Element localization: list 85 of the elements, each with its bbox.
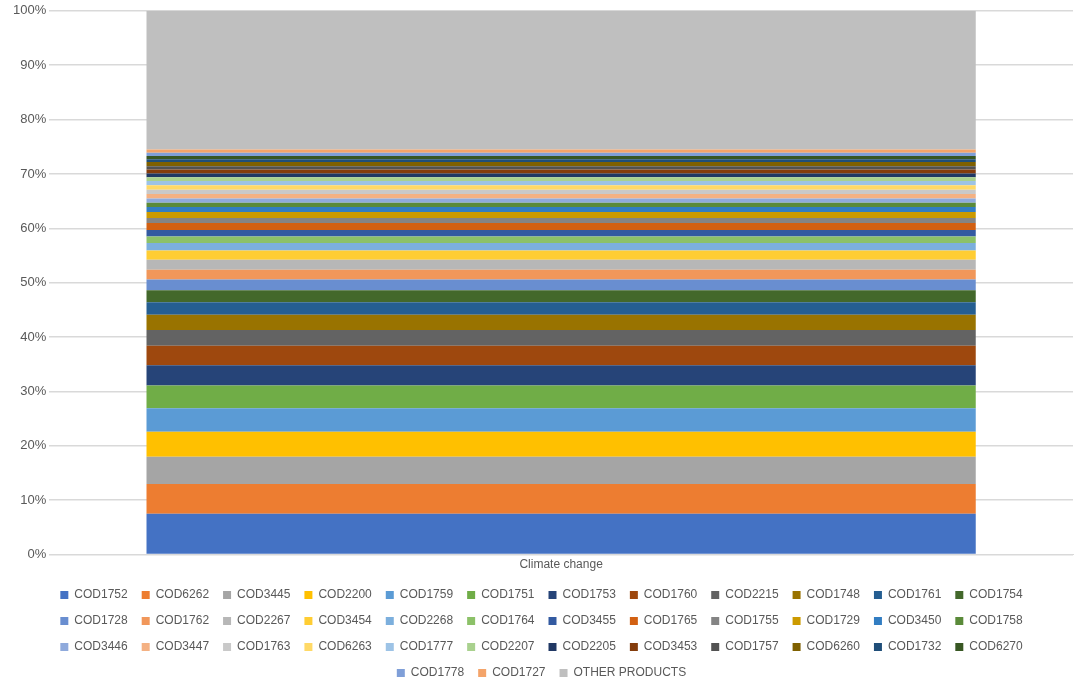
bar bbox=[146, 189, 976, 195]
legend-label: COD2215 bbox=[725, 587, 779, 602]
y-tick-label: 100% bbox=[13, 2, 47, 18]
legend-label: COD3454 bbox=[318, 613, 373, 628]
y-tick-label: 90% bbox=[20, 56, 47, 72]
bar bbox=[146, 345, 976, 366]
legend-label: COD3447 bbox=[155, 639, 210, 654]
bar bbox=[146, 259, 976, 270]
bar bbox=[146, 194, 976, 199]
legend-label: COD6270 bbox=[969, 639, 1023, 654]
legend-label: COD1777 bbox=[399, 639, 454, 654]
legend-label: COD1732 bbox=[887, 639, 942, 654]
legend-label: COD3450 bbox=[887, 613, 942, 628]
bar bbox=[146, 431, 976, 457]
x-tick-label: Climate change bbox=[519, 557, 604, 572]
legend-label: COD6260 bbox=[806, 639, 861, 654]
bar bbox=[146, 250, 976, 260]
y-tick-label: 70% bbox=[20, 165, 47, 181]
bar bbox=[146, 236, 976, 243]
bar bbox=[146, 365, 976, 386]
y-tick-label: 60% bbox=[20, 219, 47, 235]
legend-label: OTHER PRODUCTS bbox=[573, 665, 687, 680]
legend-label: COD2207 bbox=[481, 639, 535, 654]
bar bbox=[146, 483, 976, 514]
y-tick-label: 40% bbox=[20, 328, 47, 344]
legend-label: COD1757 bbox=[725, 639, 779, 654]
legend-label: COD1752 bbox=[74, 587, 129, 602]
bar bbox=[146, 330, 976, 346]
legend-label: COD1753 bbox=[562, 587, 617, 602]
bar bbox=[146, 222, 976, 230]
bar bbox=[146, 217, 976, 223]
bar bbox=[146, 161, 976, 167]
bar bbox=[146, 212, 976, 218]
legend-label: COD1765 bbox=[643, 613, 698, 628]
bar bbox=[146, 181, 976, 186]
legend-label: COD2205 bbox=[562, 639, 617, 654]
legend-label: COD1728 bbox=[74, 613, 129, 628]
bar bbox=[146, 202, 976, 208]
bar bbox=[146, 173, 976, 178]
bar bbox=[146, 314, 976, 331]
bar bbox=[146, 279, 976, 291]
legend-label: COD1763 bbox=[237, 639, 291, 654]
legend-label: COD3445 bbox=[237, 587, 291, 602]
bar bbox=[146, 513, 976, 554]
legend-label: COD2267 bbox=[237, 613, 291, 628]
y-tick-label: 20% bbox=[20, 437, 47, 453]
legend-label: COD3453 bbox=[643, 639, 698, 654]
legend-label: COD1761 bbox=[887, 587, 942, 602]
legend-label: COD1778 bbox=[410, 665, 465, 680]
legend-label: COD1754 bbox=[969, 587, 1023, 602]
bar bbox=[146, 269, 976, 280]
legend-label: COD3446 bbox=[74, 639, 129, 654]
bar bbox=[146, 166, 976, 170]
bar bbox=[146, 243, 976, 251]
legend-label: COD1760 bbox=[643, 587, 698, 602]
legend-label: COD2200 bbox=[318, 587, 373, 602]
bar bbox=[146, 456, 976, 484]
legend-label: COD1764 bbox=[481, 613, 535, 628]
bar bbox=[146, 177, 976, 182]
legend-label: COD1759 bbox=[399, 587, 454, 602]
legend-label: COD1751 bbox=[481, 587, 535, 602]
legend-label: COD1748 bbox=[806, 587, 861, 602]
legend-label: COD1727 bbox=[492, 665, 546, 680]
bar bbox=[146, 185, 976, 190]
bar bbox=[146, 10, 976, 150]
legend-label: COD6262 bbox=[155, 587, 210, 602]
legend-label: COD1762 bbox=[155, 613, 210, 628]
legend-label: COD1758 bbox=[969, 613, 1023, 628]
legend-label: COD1755 bbox=[725, 613, 779, 628]
y-tick-label: 80% bbox=[20, 111, 47, 127]
y-tick-label: 10% bbox=[20, 491, 47, 507]
legend-label: COD1729 bbox=[806, 613, 861, 628]
bar bbox=[146, 207, 976, 213]
bar bbox=[146, 290, 976, 303]
legend-label: COD2268 bbox=[399, 613, 454, 628]
y-tick-label: 30% bbox=[20, 383, 47, 399]
legend-label: COD3455 bbox=[562, 613, 617, 628]
bar bbox=[146, 408, 976, 432]
bar bbox=[146, 385, 976, 409]
legend-label: COD6263 bbox=[318, 639, 373, 654]
y-tick-label: 50% bbox=[20, 274, 47, 290]
bar bbox=[146, 302, 976, 315]
y-tick-label: 0% bbox=[27, 546, 47, 562]
bar bbox=[146, 229, 976, 237]
bar bbox=[146, 198, 976, 203]
